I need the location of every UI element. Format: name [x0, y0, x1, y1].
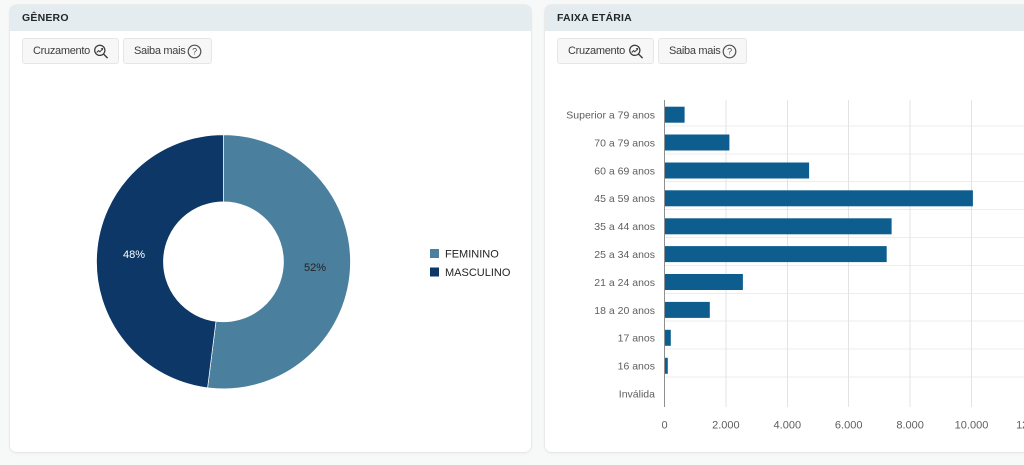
svg-text:18 a 20 anos: 18 a 20 anos	[594, 305, 655, 317]
svg-text:?: ?	[727, 46, 732, 56]
svg-text:FEMININO: FEMININO	[445, 249, 499, 261]
svg-text:10.000: 10.000	[955, 419, 989, 431]
svg-text:2.000: 2.000	[712, 419, 740, 431]
svg-text:6.000: 6.000	[835, 419, 863, 431]
svg-text:45 a 59 anos: 45 a 59 anos	[594, 193, 655, 205]
svg-text:21 a 24 anos: 21 a 24 anos	[594, 277, 655, 289]
svg-text:52%: 52%	[304, 262, 326, 274]
svg-text:16 anos: 16 anos	[618, 361, 655, 373]
svg-text:25 a 34 anos: 25 a 34 anos	[594, 249, 655, 261]
svg-text:Inválida: Inválida	[619, 389, 655, 401]
svg-text:8.000: 8.000	[896, 419, 924, 431]
svg-text:Superior a 79 anos: Superior a 79 anos	[566, 110, 655, 122]
svg-text:12.000: 12.000	[1016, 419, 1024, 431]
svg-text:4.000: 4.000	[774, 419, 802, 431]
svg-text:17 anos: 17 anos	[618, 333, 655, 345]
svg-text:70 a 79 anos: 70 a 79 anos	[594, 138, 655, 150]
svg-text:MASCULINO: MASCULINO	[445, 267, 511, 279]
svg-text:48%: 48%	[123, 249, 145, 261]
svg-text:35 a 44 anos: 35 a 44 anos	[594, 221, 655, 233]
svg-text:?: ?	[192, 46, 197, 56]
svg-text:0: 0	[661, 419, 667, 431]
svg-text:60 a 69 anos: 60 a 69 anos	[594, 165, 655, 177]
